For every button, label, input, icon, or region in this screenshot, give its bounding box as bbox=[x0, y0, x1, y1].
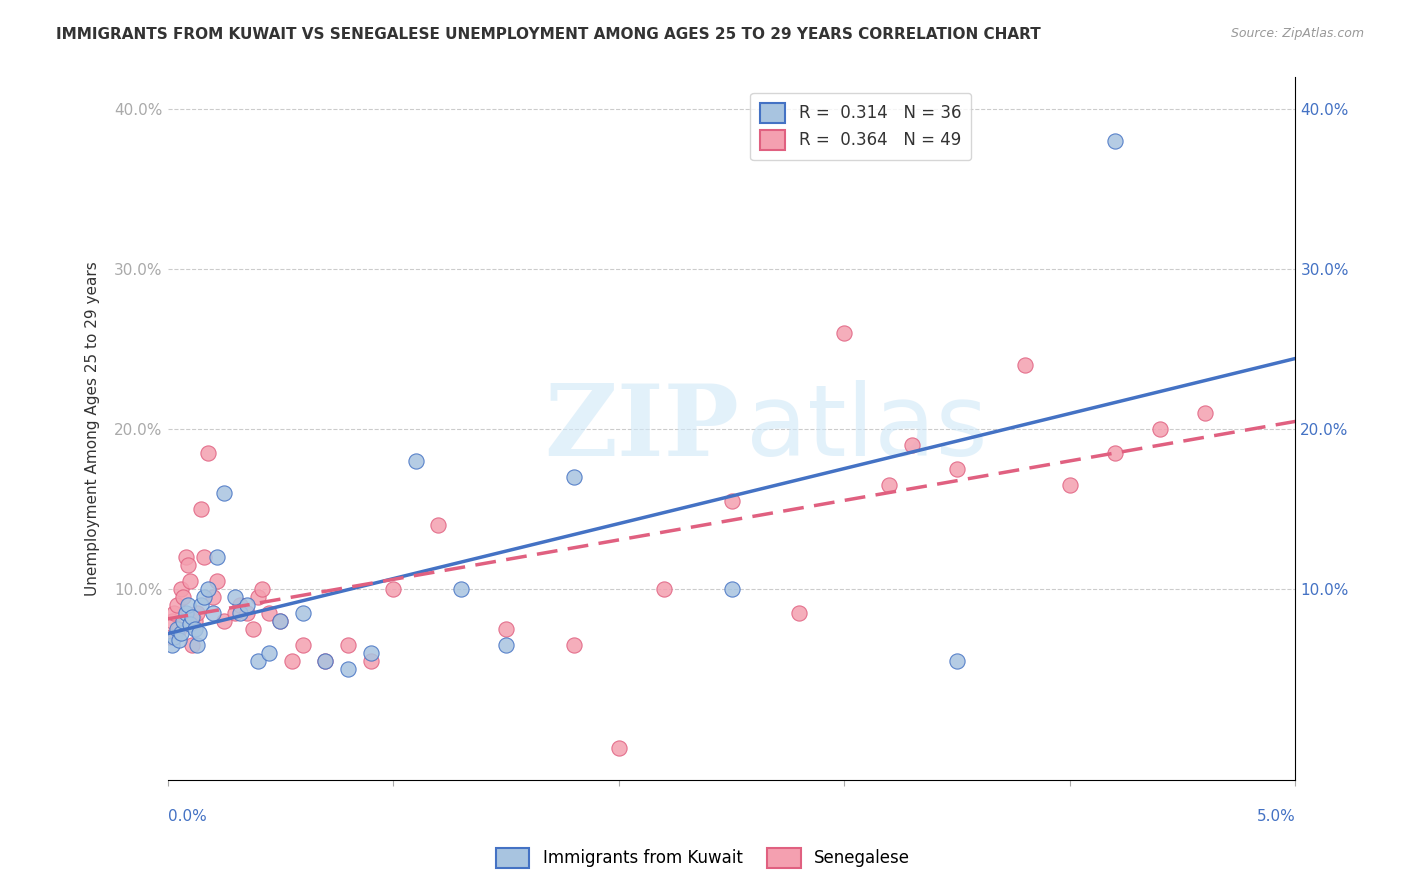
Point bbox=[1149, 422, 1171, 436]
Point bbox=[720, 493, 742, 508]
Point bbox=[269, 614, 291, 628]
Y-axis label: Unemployment Among Ages 25 to 29 years: Unemployment Among Ages 25 to 29 years bbox=[86, 261, 100, 596]
Point bbox=[787, 606, 810, 620]
Point bbox=[181, 638, 204, 652]
Point bbox=[879, 478, 901, 492]
Point bbox=[337, 638, 360, 652]
Point bbox=[360, 654, 382, 668]
Point bbox=[495, 638, 517, 652]
Point bbox=[1194, 406, 1216, 420]
Point bbox=[160, 638, 183, 652]
Point bbox=[201, 606, 224, 620]
Point bbox=[405, 454, 427, 468]
Point bbox=[201, 590, 224, 604]
Point bbox=[190, 598, 212, 612]
Point bbox=[291, 606, 314, 620]
Legend: R =  0.314   N = 36, R =  0.364   N = 49: R = 0.314 N = 36, R = 0.364 N = 49 bbox=[751, 93, 972, 161]
Point bbox=[229, 598, 252, 612]
Point bbox=[197, 582, 219, 596]
Point bbox=[246, 590, 269, 604]
Point bbox=[177, 558, 200, 572]
Point bbox=[163, 606, 186, 620]
Point bbox=[186, 606, 208, 620]
Text: 5.0%: 5.0% bbox=[1257, 809, 1295, 824]
Text: 0.0%: 0.0% bbox=[167, 809, 207, 824]
Point bbox=[257, 606, 280, 620]
Point bbox=[450, 582, 472, 596]
Point bbox=[166, 622, 188, 636]
Point bbox=[159, 630, 181, 644]
Point bbox=[183, 614, 205, 628]
Point bbox=[163, 630, 186, 644]
Point bbox=[172, 614, 194, 628]
Point bbox=[190, 501, 212, 516]
Point bbox=[170, 626, 193, 640]
Point bbox=[224, 606, 246, 620]
Point bbox=[229, 606, 252, 620]
Point bbox=[170, 582, 193, 596]
Point bbox=[188, 626, 211, 640]
Point bbox=[946, 654, 969, 668]
Point bbox=[174, 549, 197, 564]
Point bbox=[167, 632, 190, 647]
Point bbox=[314, 654, 336, 668]
Point bbox=[235, 606, 257, 620]
Point bbox=[183, 622, 205, 636]
Point bbox=[212, 614, 235, 628]
Point bbox=[607, 741, 630, 756]
Point bbox=[205, 549, 228, 564]
Text: IMMIGRANTS FROM KUWAIT VS SENEGALESE UNEMPLOYMENT AMONG AGES 25 TO 29 YEARS CORR: IMMIGRANTS FROM KUWAIT VS SENEGALESE UNE… bbox=[56, 27, 1040, 42]
Point bbox=[1104, 134, 1126, 148]
Point bbox=[212, 485, 235, 500]
Point bbox=[252, 582, 274, 596]
Point bbox=[314, 654, 336, 668]
Point bbox=[337, 661, 360, 675]
Point bbox=[562, 638, 585, 652]
Text: ZIP: ZIP bbox=[544, 380, 738, 477]
Point bbox=[832, 326, 855, 340]
Point bbox=[193, 590, 215, 604]
Point bbox=[280, 654, 302, 668]
Point bbox=[179, 616, 201, 631]
Point bbox=[1104, 446, 1126, 460]
Point bbox=[242, 622, 264, 636]
Point bbox=[291, 638, 314, 652]
Point bbox=[269, 614, 291, 628]
Point bbox=[177, 598, 200, 612]
Point bbox=[246, 654, 269, 668]
Point bbox=[181, 610, 204, 624]
Point bbox=[720, 582, 742, 596]
Point bbox=[901, 438, 924, 452]
Point bbox=[1059, 478, 1081, 492]
Point bbox=[174, 606, 197, 620]
Point bbox=[172, 590, 194, 604]
Point bbox=[360, 646, 382, 660]
Point bbox=[652, 582, 675, 596]
Point bbox=[197, 446, 219, 460]
Legend: Immigrants from Kuwait, Senegalese: Immigrants from Kuwait, Senegalese bbox=[489, 841, 917, 875]
Point bbox=[495, 622, 517, 636]
Point bbox=[179, 574, 201, 588]
Point bbox=[186, 638, 208, 652]
Point bbox=[382, 582, 405, 596]
Point bbox=[946, 462, 969, 476]
Point bbox=[257, 646, 280, 660]
Point bbox=[224, 590, 246, 604]
Point bbox=[166, 598, 188, 612]
Point bbox=[235, 598, 257, 612]
Text: atlas: atlas bbox=[747, 380, 987, 477]
Text: Source: ZipAtlas.com: Source: ZipAtlas.com bbox=[1230, 27, 1364, 40]
Point bbox=[193, 549, 215, 564]
Point bbox=[205, 574, 228, 588]
Point bbox=[167, 622, 190, 636]
Point bbox=[427, 517, 450, 532]
Point bbox=[1014, 358, 1036, 372]
Point bbox=[160, 614, 183, 628]
Point bbox=[562, 470, 585, 484]
